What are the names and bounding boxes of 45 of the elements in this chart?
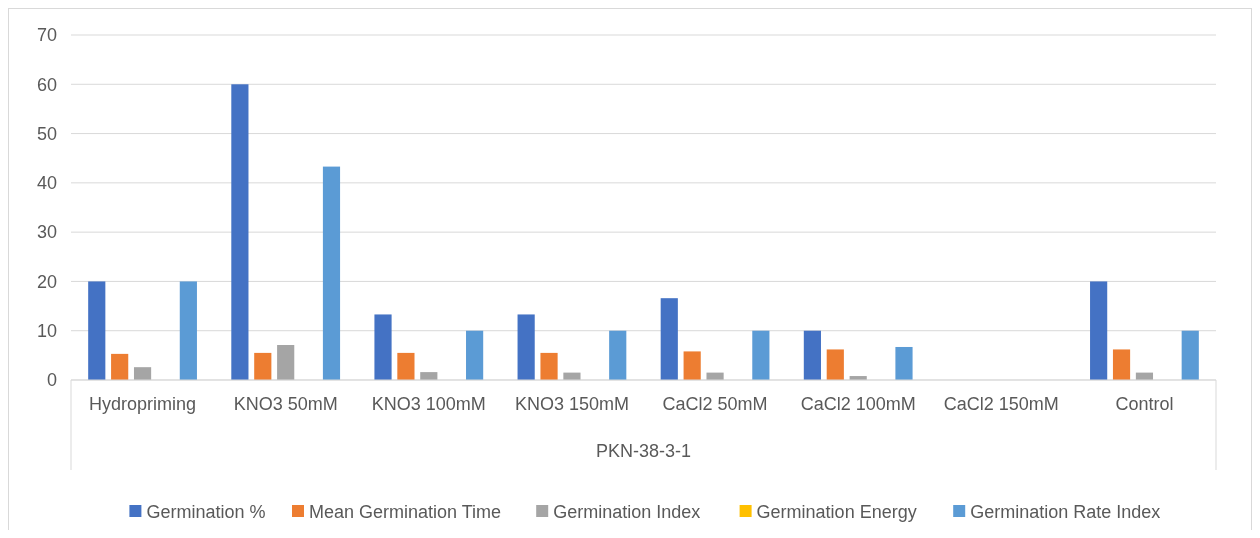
bar — [803, 330, 821, 380]
x-tick-label: Control — [1115, 394, 1174, 414]
bar — [133, 367, 152, 380]
y-tick-label: 0 — [46, 370, 57, 391]
bar — [254, 352, 272, 380]
y-tick-label: 30 — [36, 222, 57, 243]
bar — [374, 314, 392, 380]
x-tick-label: Hydropriming — [89, 394, 197, 414]
bar — [179, 281, 197, 380]
x-tick-label: CaCl2 50mM — [662, 394, 768, 414]
bar — [826, 349, 844, 380]
x-axis-title: PKN-38-3-1 — [595, 441, 692, 461]
bar — [660, 298, 678, 380]
legend-label: Mean Germination Time — [309, 502, 502, 523]
x-tick-label: CaCl2 100mM — [800, 394, 916, 414]
bar — [466, 330, 484, 380]
y-tick-label: 70 — [36, 25, 57, 46]
legend-label: Germination Rate Index — [970, 502, 1161, 523]
bar — [231, 84, 249, 380]
bar — [752, 330, 770, 380]
bar — [609, 330, 627, 380]
x-tick-label: KNO3 100mM — [371, 394, 486, 414]
legend-label: Germination Energy — [756, 502, 917, 523]
x-tick-label: KNO3 50mM — [233, 394, 338, 414]
y-tick-label: 10 — [36, 321, 57, 342]
bar — [397, 352, 415, 380]
bar — [1090, 281, 1108, 380]
y-tick-label: 50 — [36, 123, 57, 144]
legend-label: Germination Index — [553, 502, 701, 523]
bar — [683, 351, 701, 380]
bar — [1112, 349, 1131, 380]
x-tick-label: CaCl2 150mM — [943, 394, 1059, 414]
bar — [517, 314, 535, 380]
legend-label: Germination % — [146, 502, 266, 523]
x-tick-label: KNO3 150mM — [514, 394, 629, 414]
bar — [322, 166, 341, 380]
bar — [88, 281, 106, 380]
bar — [277, 345, 295, 380]
y-tick-label: 20 — [36, 271, 57, 292]
bar — [111, 353, 129, 380]
bar — [895, 346, 913, 380]
y-tick-label: 40 — [36, 173, 57, 194]
bar — [1181, 330, 1199, 380]
y-tick-label: 60 — [36, 74, 57, 95]
bar — [540, 352, 558, 380]
